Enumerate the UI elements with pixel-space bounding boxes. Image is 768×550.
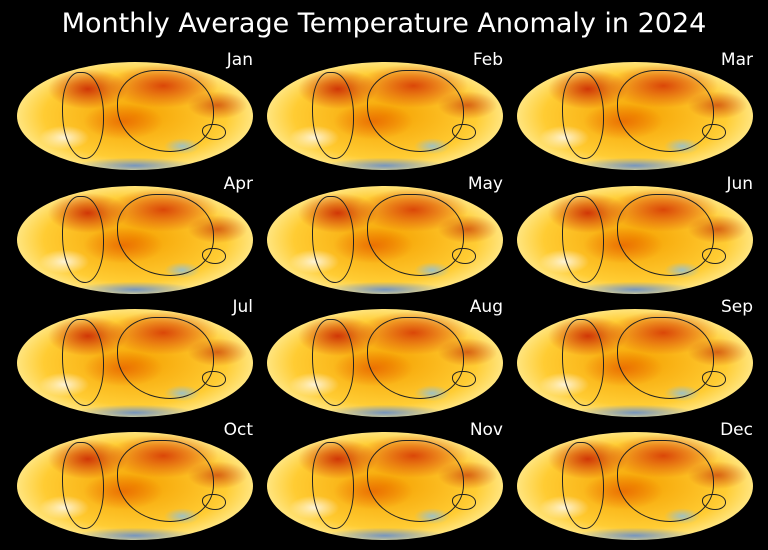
figure-title: Monthly Average Temperature Anomaly in 2… bbox=[61, 8, 707, 39]
continent-outline-americas bbox=[562, 319, 604, 406]
map-panel-mar: Mar bbox=[517, 50, 753, 170]
continent-outline-australia bbox=[202, 371, 226, 387]
temperature-anomaly-map bbox=[267, 432, 503, 540]
continent-outline-africa-eurasia bbox=[117, 70, 214, 152]
continent-outline-americas bbox=[62, 442, 104, 529]
temperature-anomaly-map bbox=[17, 309, 253, 417]
temperature-anomaly-map bbox=[517, 309, 753, 417]
continent-outline-americas bbox=[562, 442, 604, 529]
continent-outline-americas bbox=[62, 72, 104, 159]
continent-outline-africa-eurasia bbox=[617, 317, 714, 399]
month-label: May bbox=[467, 174, 503, 194]
continent-outline-africa-eurasia bbox=[617, 440, 714, 522]
month-label: Feb bbox=[472, 50, 503, 70]
temperature-anomaly-map bbox=[267, 186, 503, 294]
temperature-anomaly-map bbox=[517, 186, 753, 294]
continent-outline-africa-eurasia bbox=[367, 440, 464, 522]
map-panel-dec: Dec bbox=[517, 420, 753, 540]
continent-outline-americas bbox=[312, 72, 354, 159]
continent-outline-australia bbox=[452, 494, 476, 510]
continent-outline-americas bbox=[312, 442, 354, 529]
map-panel-may: May bbox=[267, 174, 503, 294]
continent-outline-australia bbox=[702, 248, 726, 264]
continent-outline-australia bbox=[452, 124, 476, 140]
continent-outline-americas bbox=[62, 196, 104, 283]
continent-outline-australia bbox=[202, 248, 226, 264]
continent-outline-australia bbox=[452, 371, 476, 387]
month-label: Sep bbox=[720, 297, 753, 317]
map-panel-jan: Jan bbox=[17, 50, 253, 170]
continent-outline-americas bbox=[312, 196, 354, 283]
continent-outline-americas bbox=[312, 319, 354, 406]
map-panel-nov: Nov bbox=[267, 420, 503, 540]
continent-outline-australia bbox=[702, 494, 726, 510]
continent-outline-americas bbox=[562, 196, 604, 283]
continent-outline-australia bbox=[702, 124, 726, 140]
month-label: Nov bbox=[469, 420, 503, 440]
month-label: Dec bbox=[720, 420, 753, 440]
continent-outline-africa-eurasia bbox=[367, 70, 464, 152]
continent-outline-australia bbox=[702, 371, 726, 387]
temperature-anomaly-map bbox=[17, 432, 253, 540]
map-panel-apr: Apr bbox=[17, 174, 253, 294]
month-label: Mar bbox=[720, 50, 753, 70]
month-label: Jul bbox=[232, 297, 253, 317]
temperature-anomaly-map bbox=[17, 186, 253, 294]
map-panel-sep: Sep bbox=[517, 297, 753, 417]
month-label: Jun bbox=[726, 174, 753, 194]
map-panel-oct: Oct bbox=[17, 420, 253, 540]
map-panel-feb: Feb bbox=[267, 50, 503, 170]
map-panel-jun: Jun bbox=[517, 174, 753, 294]
continent-outline-africa-eurasia bbox=[617, 70, 714, 152]
continent-outline-africa-eurasia bbox=[367, 194, 464, 276]
month-label: Jan bbox=[226, 50, 253, 70]
temperature-anomaly-map bbox=[517, 62, 753, 170]
month-label: Apr bbox=[223, 174, 253, 194]
continent-outline-americas bbox=[62, 319, 104, 406]
map-panel-aug: Aug bbox=[267, 297, 503, 417]
temperature-anomaly-map bbox=[267, 62, 503, 170]
temperature-anomaly-map bbox=[17, 62, 253, 170]
continent-outline-africa-eurasia bbox=[617, 194, 714, 276]
map-panel-jul: Jul bbox=[17, 297, 253, 417]
temperature-anomaly-map bbox=[267, 309, 503, 417]
continent-outline-africa-eurasia bbox=[117, 194, 214, 276]
month-label: Oct bbox=[223, 420, 253, 440]
continent-outline-africa-eurasia bbox=[117, 440, 214, 522]
continent-outline-australia bbox=[452, 248, 476, 264]
continent-outline-australia bbox=[202, 494, 226, 510]
continent-outline-australia bbox=[202, 124, 226, 140]
month-label: Aug bbox=[469, 297, 503, 317]
temperature-anomaly-map bbox=[517, 432, 753, 540]
continent-outline-africa-eurasia bbox=[367, 317, 464, 399]
continent-outline-africa-eurasia bbox=[117, 317, 214, 399]
continent-outline-americas bbox=[562, 72, 604, 159]
